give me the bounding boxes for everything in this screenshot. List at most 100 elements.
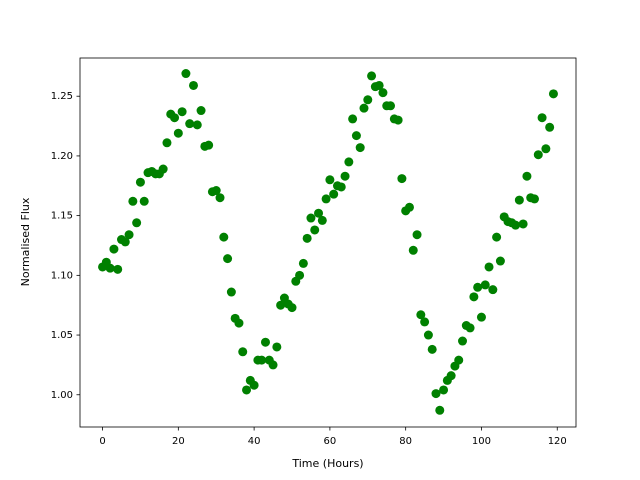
point — [454, 355, 464, 365]
point — [374, 80, 384, 90]
point — [105, 263, 115, 273]
point — [408, 245, 418, 255]
point — [355, 143, 365, 153]
point — [177, 107, 187, 117]
point — [439, 385, 449, 395]
point — [120, 237, 130, 247]
point — [416, 310, 426, 320]
y-tick-label: 1.00 — [51, 390, 73, 401]
x-tick-label: 120 — [548, 436, 567, 447]
point — [173, 128, 183, 138]
point — [226, 287, 236, 297]
point — [298, 258, 308, 268]
point — [158, 164, 168, 174]
point — [139, 196, 149, 206]
point — [249, 380, 259, 390]
point — [321, 194, 331, 204]
point — [465, 323, 475, 333]
point — [495, 256, 505, 266]
point — [427, 344, 437, 354]
point — [211, 186, 221, 196]
point — [458, 336, 468, 346]
point — [393, 115, 403, 125]
x-tick-label: 40 — [248, 436, 261, 447]
point — [124, 230, 134, 240]
point — [314, 208, 324, 218]
point — [548, 89, 558, 99]
point — [162, 138, 172, 148]
point — [348, 114, 358, 124]
point — [522, 171, 532, 181]
point — [295, 270, 305, 280]
point — [431, 389, 441, 399]
point — [412, 230, 422, 240]
point — [287, 303, 297, 313]
point — [223, 254, 233, 264]
x-tick-label: 20 — [172, 436, 185, 447]
point — [219, 232, 229, 242]
point — [518, 219, 528, 229]
x-tick-label: 100 — [472, 436, 491, 447]
point — [204, 140, 214, 150]
point — [545, 122, 555, 132]
point — [192, 120, 202, 130]
point — [480, 280, 490, 290]
x-axis-label: Time (Hours) — [291, 457, 363, 470]
point — [469, 292, 479, 302]
point — [340, 171, 350, 181]
point — [344, 157, 354, 167]
point — [363, 95, 373, 105]
point — [242, 385, 252, 395]
point — [404, 202, 414, 212]
point — [272, 342, 282, 352]
point — [359, 103, 369, 113]
point — [170, 113, 180, 123]
point — [530, 194, 540, 204]
point — [511, 220, 521, 230]
point — [181, 69, 191, 79]
point — [367, 71, 377, 81]
point — [386, 101, 396, 111]
point — [435, 405, 445, 415]
point — [492, 232, 502, 242]
point — [132, 218, 142, 228]
point — [135, 177, 145, 187]
point — [484, 262, 494, 272]
point — [537, 113, 547, 123]
point — [514, 195, 524, 205]
point — [276, 300, 286, 310]
point — [113, 264, 123, 274]
point — [541, 144, 551, 154]
y-tick-label: 1.20 — [51, 151, 73, 162]
point — [446, 371, 456, 381]
point — [196, 106, 206, 116]
x-tick-label: 60 — [324, 436, 337, 447]
point — [420, 317, 430, 327]
point — [351, 131, 361, 141]
axes-frame — [79, 57, 577, 428]
point — [423, 330, 433, 340]
point — [473, 282, 483, 292]
point — [329, 189, 339, 199]
y-tick-label: 1.10 — [51, 270, 73, 281]
point — [397, 174, 407, 184]
point — [185, 119, 195, 129]
point — [310, 225, 320, 235]
point — [302, 233, 312, 243]
point — [476, 312, 486, 322]
point — [109, 244, 119, 254]
point — [336, 182, 346, 192]
point — [257, 355, 267, 365]
point — [325, 175, 335, 185]
point — [234, 318, 244, 328]
point — [128, 196, 138, 206]
y-tick-label: 1.25 — [51, 91, 73, 102]
point — [260, 337, 270, 347]
point — [306, 213, 316, 223]
x-tick-label: 0 — [99, 436, 105, 447]
point — [378, 88, 388, 98]
point — [488, 285, 498, 295]
point — [238, 347, 248, 357]
